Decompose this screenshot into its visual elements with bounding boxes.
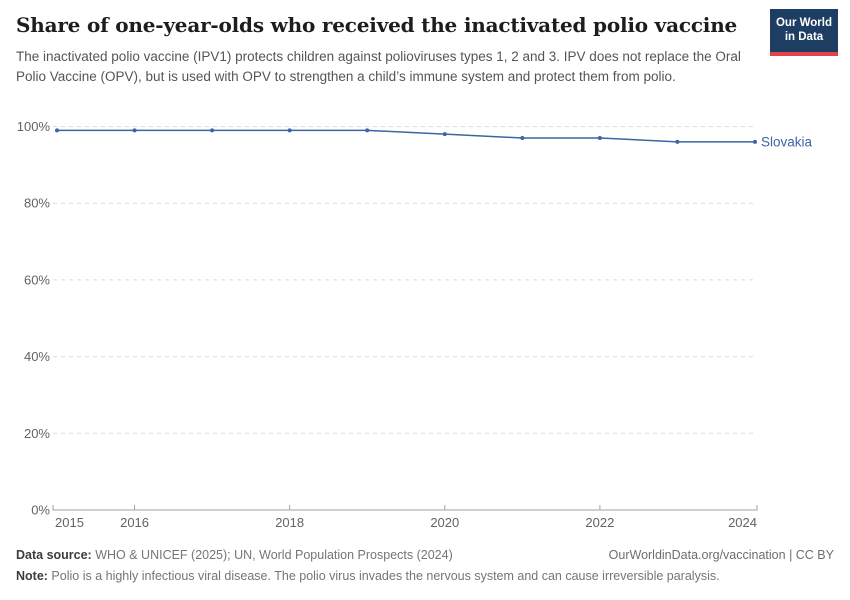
footer-link[interactable]: OurWorldinData.org/vaccination | CC BY: [608, 548, 834, 562]
data-point-slovakia-2022[interactable]: [597, 136, 602, 141]
x-tick-label-2020: 2020: [430, 515, 459, 530]
series-label-slovakia[interactable]: Slovakia: [761, 134, 813, 149]
data-point-slovakia-2021[interactable]: [520, 136, 525, 141]
chart-subtitle: The inactivated polio vaccine (IPV1) pro…: [16, 49, 741, 84]
data-point-slovakia-2016[interactable]: [132, 128, 137, 133]
series-line-slovakia[interactable]: [57, 129, 755, 143]
chart-footer: Data source: WHO & UNICEF (2025); UN, Wo…: [16, 548, 834, 562]
data-point-slovakia-2019[interactable]: [365, 128, 370, 133]
data-point-slovakia-2015[interactable]: [55, 128, 59, 133]
y-tick-label-0: 0%: [31, 503, 50, 518]
data-source-line: Data source: WHO & UNICEF (2025); UN, Wo…: [16, 548, 453, 562]
data-point-slovakia-2023[interactable]: [675, 139, 680, 144]
chart-title: Share of one-year-olds who received the …: [16, 13, 738, 37]
footer-note: Note: Polio is a highly infectious viral…: [16, 569, 834, 583]
data-point-slovakia-2024[interactable]: [753, 139, 757, 144]
y-tick-label-80: 80%: [24, 196, 50, 211]
x-tick-label-2018: 2018: [275, 515, 304, 530]
y-tick-label-40: 40%: [24, 349, 50, 364]
owid-logo-line1: Our World: [775, 17, 832, 29]
x-axis-line: [52, 505, 758, 511]
y-tick-label-100: 100%: [17, 119, 51, 134]
x-tick-label-2024: 2024: [728, 515, 757, 530]
owid-logo[interactable]: Our World in Data: [770, 9, 838, 56]
data-source-text: WHO & UNICEF (2025); UN, World Populatio…: [91, 548, 453, 562]
data-source-label: Data source:: [16, 548, 92, 562]
note-text: Polio is a highly infectious viral disea…: [47, 569, 720, 583]
y-tick-label-60: 60%: [24, 272, 50, 287]
note-label: Note:: [16, 569, 48, 583]
data-point-slovakia-2018[interactable]: [287, 128, 292, 133]
x-tick-label-2022: 2022: [585, 515, 614, 530]
x-tick-label-2015: 2015: [55, 515, 84, 530]
y-tick-label-20: 20%: [24, 426, 50, 441]
data-point-slovakia-2017[interactable]: [210, 128, 215, 133]
x-tick-label-2016: 2016: [120, 515, 149, 530]
owid-logo-line2: in Data: [784, 30, 824, 43]
data-point-slovakia-2020[interactable]: [442, 132, 447, 137]
